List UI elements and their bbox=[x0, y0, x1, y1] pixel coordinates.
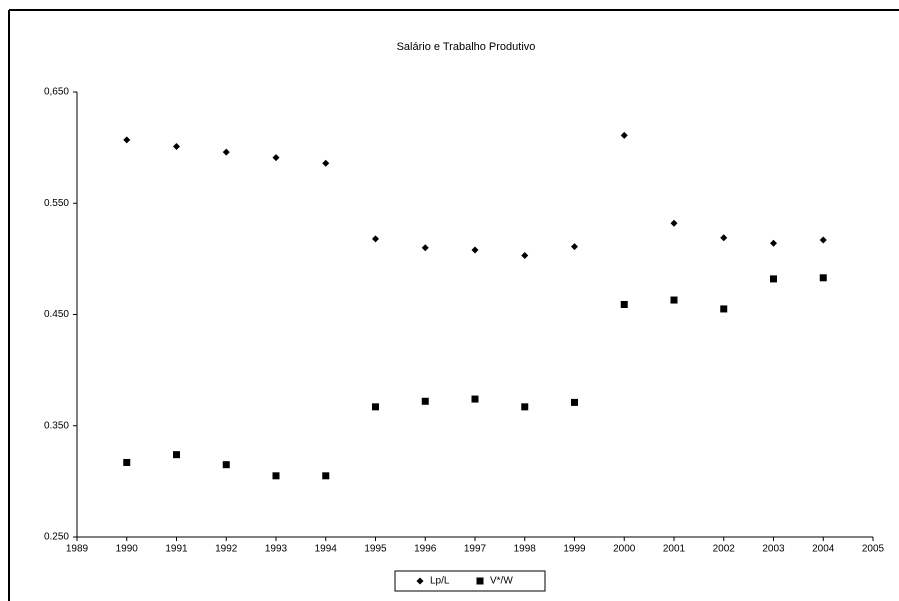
x-tick-label: 1991 bbox=[165, 544, 188, 555]
point bbox=[372, 403, 379, 411]
point bbox=[720, 234, 728, 242]
point bbox=[372, 235, 379, 243]
x-tick-label: 1989 bbox=[66, 544, 89, 555]
x-tick-label: 1996 bbox=[414, 544, 437, 555]
legend-box bbox=[394, 570, 546, 592]
y-tick-label: 0.550 bbox=[44, 198, 69, 209]
point bbox=[521, 403, 529, 411]
point bbox=[521, 252, 529, 260]
point bbox=[421, 397, 429, 405]
point bbox=[819, 236, 827, 244]
y-tick-label: 0.450 bbox=[44, 309, 69, 320]
point bbox=[322, 159, 330, 167]
chart-title: Salário e Trabalho Produtivo bbox=[397, 41, 536, 53]
x-tick-label: 2002 bbox=[713, 544, 736, 555]
legend-label: Lp/L bbox=[430, 576, 450, 587]
point bbox=[819, 274, 827, 282]
x-tick-label: 1994 bbox=[315, 544, 338, 555]
point bbox=[123, 458, 131, 466]
legend-marker bbox=[476, 577, 484, 585]
point bbox=[272, 154, 280, 162]
legend-marker bbox=[416, 577, 424, 585]
legend-label: V*/W bbox=[490, 576, 513, 587]
point bbox=[571, 398, 578, 406]
point bbox=[272, 472, 280, 480]
x-tick-label: 1995 bbox=[364, 544, 387, 555]
point bbox=[670, 296, 678, 304]
x-tick-label: 1992 bbox=[215, 544, 238, 555]
x-tick-label: 2004 bbox=[812, 544, 835, 555]
point bbox=[620, 131, 628, 139]
x-tick-label: 1993 bbox=[265, 544, 288, 555]
x-tick-label: 2001 bbox=[663, 544, 686, 555]
x-tick-label: 1990 bbox=[116, 544, 139, 555]
point bbox=[123, 136, 131, 144]
y-tick-label: 0.250 bbox=[44, 532, 69, 543]
x-tick-label: 2005 bbox=[862, 544, 885, 555]
x-tick-label: 1998 bbox=[514, 544, 537, 555]
point bbox=[322, 472, 330, 480]
point bbox=[471, 395, 479, 403]
point bbox=[770, 239, 777, 247]
point bbox=[571, 243, 578, 251]
point bbox=[620, 300, 628, 308]
y-tick-label: 0,650 bbox=[44, 87, 69, 98]
x-tick-label: 2000 bbox=[613, 544, 636, 555]
point bbox=[720, 305, 728, 313]
x-tick-label: 1997 bbox=[464, 544, 487, 555]
point bbox=[770, 275, 777, 283]
point bbox=[670, 219, 678, 227]
x-tick-label: 1999 bbox=[563, 544, 586, 555]
y-tick-label: 0.350 bbox=[44, 420, 69, 431]
x-tick-label: 2003 bbox=[762, 544, 785, 555]
point bbox=[471, 246, 479, 254]
point bbox=[222, 148, 230, 156]
point bbox=[421, 244, 429, 252]
point bbox=[222, 461, 230, 469]
point bbox=[173, 451, 180, 459]
point bbox=[173, 143, 180, 151]
